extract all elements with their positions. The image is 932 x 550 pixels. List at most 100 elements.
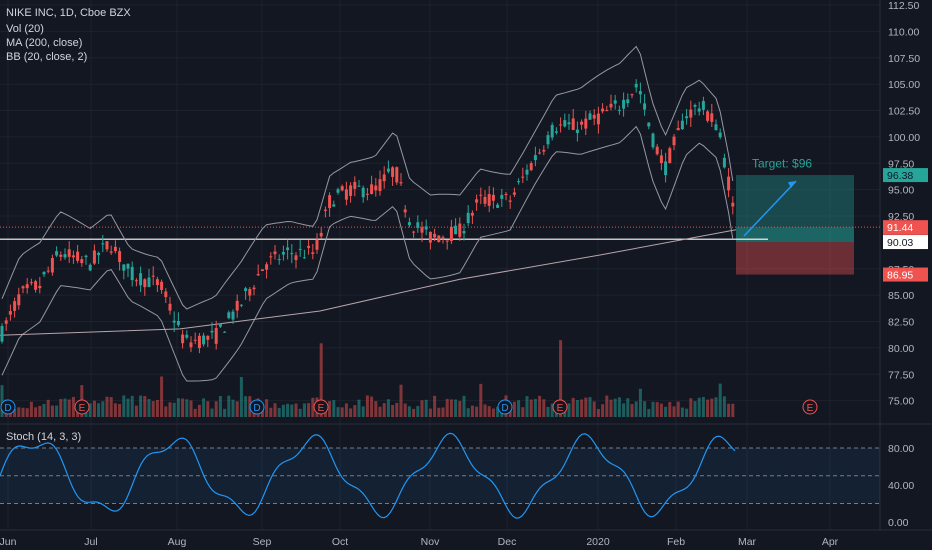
volume-bar [143,396,147,417]
candle-body [496,204,500,208]
marker-circle [497,399,513,415]
volume-bar [302,403,306,417]
candle-body [655,146,659,155]
candle-body [59,254,63,257]
candle-body [718,132,722,138]
stoch-legend[interactable]: Stoch (14, 3, 3) [6,431,82,443]
volume-bar [164,406,168,417]
candle-body [609,103,613,108]
volume-bar [63,398,67,417]
candle-body [147,277,151,287]
volume-bar [109,397,113,417]
volume-bar [416,405,420,417]
stoch-line [0,432,736,519]
candle-body [479,194,483,196]
volume-bar [67,399,71,417]
volume-bar [273,403,277,417]
candle-body [659,155,663,164]
candle-body [38,285,42,289]
candle-body [651,133,655,148]
candle-body [664,161,668,176]
volume-bar [420,400,424,417]
volume-bar [680,407,684,417]
candle-body [512,192,516,195]
candle-body [395,167,399,183]
candle-body [319,232,323,237]
candle-body [470,212,474,216]
entry-zone [736,227,854,243]
candle-body [42,271,46,275]
candle-body [290,253,294,255]
volume-bar [336,407,340,417]
candle-body [357,185,361,187]
volume-bar [361,406,365,417]
volume-bar [227,395,231,417]
candle-body [550,125,554,138]
candle-body [571,118,575,130]
candle-body [668,148,672,164]
price-tick-label: 77.50 [888,369,914,381]
volume-bar [307,403,311,417]
candle-body [378,179,382,192]
price-tag: 96.38 [883,168,928,183]
candle-body [529,163,533,171]
volume-bar [17,407,21,417]
marker-text: E [318,403,325,414]
volume-bar [139,395,143,417]
candle-body [286,247,290,251]
candle-body [693,104,697,107]
volume-bar [529,399,533,417]
candle-body [630,94,634,96]
candle-body [374,185,378,191]
candle-body [542,149,546,152]
candle-body [399,182,403,184]
candle-body [307,245,311,248]
volume-bar [101,401,105,417]
candle-body [517,181,521,183]
volume-bar [433,395,437,417]
candle-body [189,342,193,348]
volume-bar [126,398,130,417]
volume-bar [193,408,197,417]
candle-body [176,320,180,326]
volume-bar [370,396,374,417]
volume-bar [239,376,243,417]
candle-body [487,194,491,206]
volume-bar [475,406,479,417]
candle-body [88,264,92,271]
bb-upper [1,45,734,310]
price-tag: 90.03 [883,235,928,250]
candle-body [168,303,172,311]
ma-legend[interactable]: MA (200, close) [6,37,83,49]
volume-bar [118,403,122,417]
volume-bar [706,399,710,417]
volume-bar [424,399,428,417]
candle-body [109,251,113,253]
vol-legend[interactable]: Vol (20) [6,23,44,35]
volume-bar [160,376,164,417]
time-tick-label: Sep [253,536,272,548]
symbol-legend[interactable]: NIKE INC, 1D, Cboe BZX [6,7,131,19]
volume-bar [710,398,714,417]
volume-bar [638,388,642,417]
candle-body [118,251,122,263]
candle-body [634,83,638,88]
volume-bar [92,400,96,417]
candle-body [302,257,306,259]
price-tag-text: 86.95 [887,270,913,282]
candle-body [449,227,453,242]
candle-body [437,235,441,242]
candle-body [227,312,231,319]
candle-body [521,176,525,178]
candle-body [714,124,718,131]
volume-bar [244,396,248,417]
target-label: Target: $96 [752,156,812,170]
volume-bar [332,400,336,417]
bb-legend[interactable]: BB (20, close, 2) [6,51,88,63]
volume-bar [231,399,235,417]
time-tick-label: Feb [667,536,685,548]
candle-body [458,223,462,237]
candle-body [25,284,29,289]
candle-body [391,167,395,177]
